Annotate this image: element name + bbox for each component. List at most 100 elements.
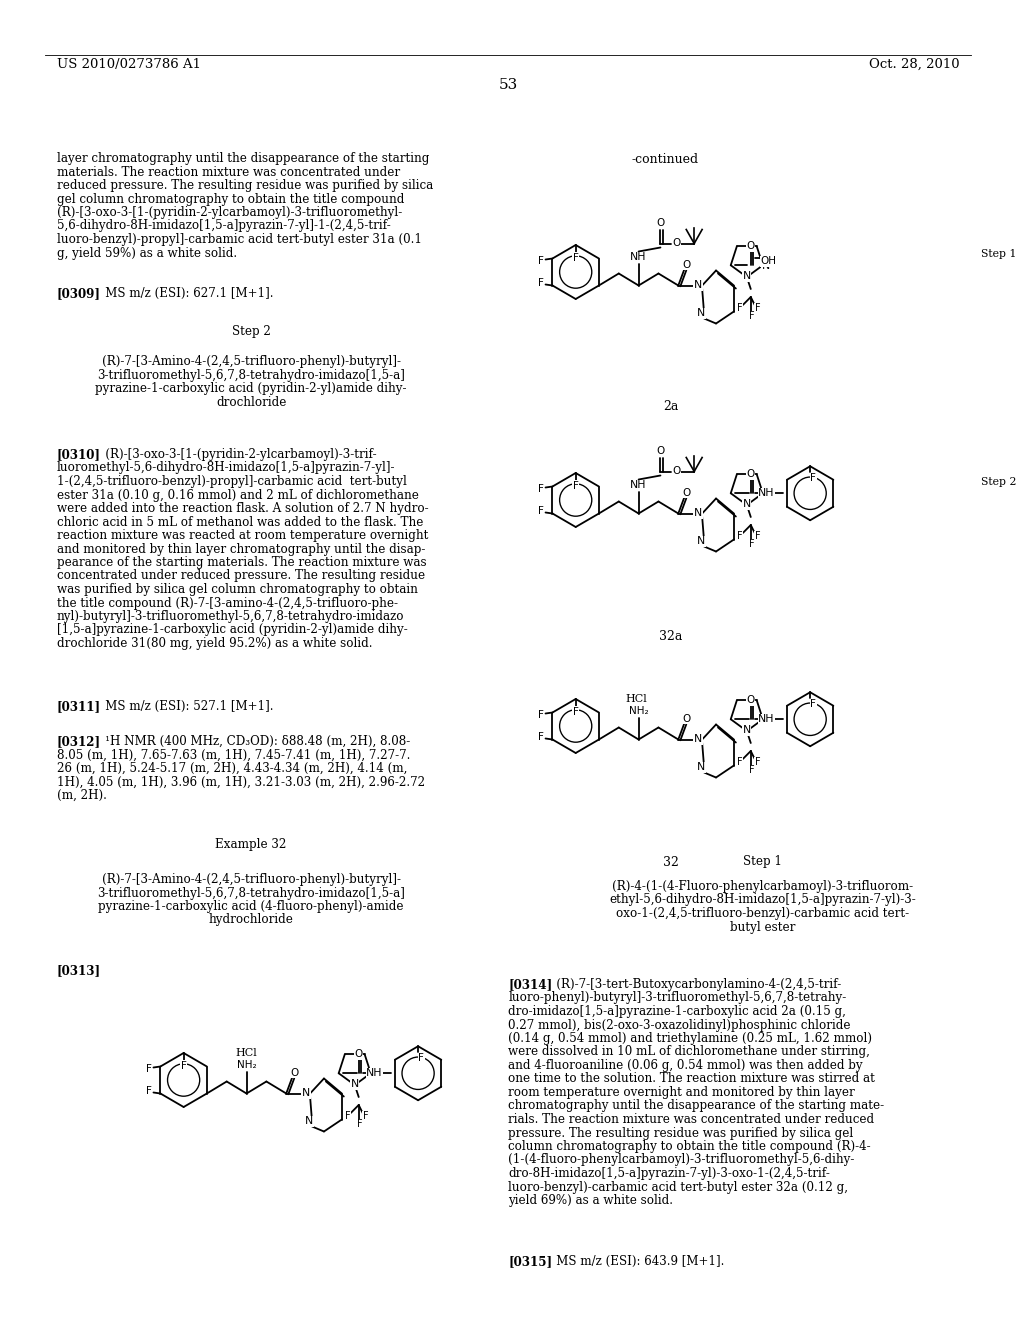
Text: [0309]: [0309] [56, 286, 100, 300]
Text: F: F [538, 483, 544, 494]
Text: N: N [350, 1078, 358, 1089]
Text: F: F [749, 312, 755, 321]
Text: F: F [749, 539, 755, 549]
Text: dro-imidazo[1,5-a]pyrazine-1-carboxylic acid 2a (0.15 g,: dro-imidazo[1,5-a]pyrazine-1-carboxylic … [508, 1005, 846, 1018]
Text: F: F [755, 531, 761, 541]
Text: 8.05 (m, 1H), 7.65-7.63 (m, 1H), 7.45-7.41 (m, 1H), 7.27-7.: 8.05 (m, 1H), 7.65-7.63 (m, 1H), 7.45-7.… [56, 748, 410, 762]
Text: the title compound (R)-7-[3-amino-4-(2,4,5-trifluoro-phe-: the title compound (R)-7-[3-amino-4-(2,4… [56, 597, 397, 610]
Text: (R)-7-[3-Amino-4-(2,4,5-trifluoro-phenyl)-butyryl]-: (R)-7-[3-Amino-4-(2,4,5-trifluoro-phenyl… [101, 355, 400, 368]
Text: 2a: 2a [664, 400, 679, 413]
Text: 1H), 4.05 (m, 1H), 3.96 (m, 1H), 3.21-3.03 (m, 2H), 2.96-2.72: 1H), 4.05 (m, 1H), 3.96 (m, 1H), 3.21-3.… [56, 776, 425, 788]
Text: F: F [572, 480, 579, 491]
Text: O: O [682, 487, 690, 498]
Text: NH: NH [367, 1068, 383, 1078]
Text: (R)-[3-oxo-3-[1-(pyridin-2-ylcarbamoyl)-3-trifluoromethyl-: (R)-[3-oxo-3-[1-(pyridin-2-ylcarbamoyl)-… [56, 206, 401, 219]
Text: drochloride: drochloride [216, 396, 287, 408]
Text: was purified by silica gel column chromatography to obtain: was purified by silica gel column chroma… [56, 583, 418, 597]
Text: MS m/z (ESI): 527.1 [M+1].: MS m/z (ESI): 527.1 [M+1]. [93, 700, 273, 713]
Text: [0312]: [0312] [56, 735, 100, 748]
Text: 53: 53 [499, 78, 518, 92]
Text: [0310]: [0310] [56, 447, 100, 461]
Text: O: O [354, 1049, 362, 1059]
Text: nyl)-butyryl]-3-trifluoromethyl-5,6,7,8-tetrahydro-imidazo: nyl)-butyryl]-3-trifluoromethyl-5,6,7,8-… [56, 610, 404, 623]
Text: F: F [572, 708, 579, 717]
Text: oxo-1-(2,4,5-trifluoro-benzyl)-carbamic acid tert-: oxo-1-(2,4,5-trifluoro-benzyl)-carbamic … [615, 907, 909, 920]
Text: luoro-phenyl)-butyryl]-3-trifluoromethyl-5,6,7,8-tetrahy-: luoro-phenyl)-butyryl]-3-trifluoromethyl… [508, 991, 847, 1005]
Text: g, yield 59%) as a white solid.: g, yield 59%) as a white solid. [56, 247, 237, 260]
Text: F: F [538, 507, 544, 516]
Text: N: N [694, 734, 702, 744]
Text: O: O [682, 714, 690, 723]
Text: NH: NH [758, 488, 775, 498]
Text: [0314]: [0314] [508, 978, 553, 991]
Text: N: N [697, 536, 706, 546]
Text: F: F [572, 253, 579, 263]
Text: O: O [746, 696, 755, 705]
Text: ester 31a (0.10 g, 0.16 mmol) and 2 mL of dichloromethane: ester 31a (0.10 g, 0.16 mmol) and 2 mL o… [56, 488, 419, 502]
Text: F: F [538, 710, 544, 719]
Text: N: N [742, 725, 751, 735]
Text: and monitored by thin layer chromatography until the disap-: and monitored by thin layer chromatograp… [56, 543, 425, 556]
Text: N: N [697, 309, 706, 318]
Text: pyrazine-1-carboxylic acid (pyridin-2-yl)amide dihy-: pyrazine-1-carboxylic acid (pyridin-2-yl… [95, 381, 407, 395]
Text: drochloride 31(80 mg, yield 95.2%) as a white solid.: drochloride 31(80 mg, yield 95.2%) as a … [56, 638, 372, 649]
Text: column chromatography to obtain the title compound (R)-4-: column chromatography to obtain the titl… [508, 1140, 870, 1152]
Text: (R)-7-[3-tert-Butoxycarbonylamino-4-(2,4,5-trif-: (R)-7-[3-tert-Butoxycarbonylamino-4-(2,4… [545, 978, 842, 991]
Text: F: F [737, 756, 742, 767]
Text: 32: 32 [664, 855, 679, 869]
Text: N: N [742, 271, 751, 281]
Text: pressure. The resulting residue was purified by silica gel: pressure. The resulting residue was puri… [508, 1126, 853, 1139]
Text: F: F [810, 474, 816, 483]
Text: Step 2: Step 2 [231, 325, 270, 338]
Text: luoromethyl-5,6-dihydro-8H-imidazo[1,5-a]pyrazin-7-yl]-: luoromethyl-5,6-dihydro-8H-imidazo[1,5-a… [56, 462, 395, 474]
Text: concentrated under reduced pressure. The resulting residue: concentrated under reduced pressure. The… [56, 569, 425, 582]
Text: F: F [538, 256, 544, 265]
Text: were added into the reaction flask. A solution of 2.7 N hydro-: were added into the reaction flask. A so… [56, 502, 428, 515]
Text: [0311]: [0311] [56, 700, 100, 713]
Text: layer chromatography until the disappearance of the starting: layer chromatography until the disappear… [56, 152, 429, 165]
Text: butyl ester: butyl ester [730, 920, 795, 933]
Text: F: F [538, 733, 544, 742]
Text: hydrochloride: hydrochloride [209, 913, 294, 927]
Text: F: F [538, 279, 544, 289]
Text: pyrazine-1-carboxylic acid (4-fluoro-phenyl)-amide: pyrazine-1-carboxylic acid (4-fluoro-phe… [98, 900, 403, 913]
Text: (m, 2H).: (m, 2H). [56, 789, 106, 803]
Text: NH: NH [758, 714, 775, 725]
Text: Step 1: Step 1 [981, 249, 1016, 259]
Text: N: N [762, 715, 770, 725]
Text: [1,5-a]pyrazine-1-carboxylic acid (pyridin-2-yl)amide dihy-: [1,5-a]pyrazine-1-carboxylic acid (pyrid… [56, 623, 408, 636]
Text: O: O [746, 242, 755, 251]
Text: F: F [180, 1061, 186, 1071]
Text: ethyl-5,6-dihydro-8H-imidazo[1,5-a]pyrazin-7-yl)-3-: ethyl-5,6-dihydro-8H-imidazo[1,5-a]pyraz… [609, 894, 915, 907]
Text: N: N [302, 1089, 310, 1098]
Text: O: O [746, 469, 755, 479]
Text: and 4-fluoroaniline (0.06 g, 0.54 mmol) was then added by: and 4-fluoroaniline (0.06 g, 0.54 mmol) … [508, 1059, 863, 1072]
Text: N: N [694, 281, 702, 290]
Text: N: N [762, 490, 770, 499]
Text: one time to the solution. The reaction mixture was stirred at: one time to the solution. The reaction m… [508, 1072, 876, 1085]
Text: -continued: -continued [632, 153, 698, 166]
Text: 3-trifluoromethyl-5,6,7,8-tetrahydro-imidazo[1,5-a]: 3-trifluoromethyl-5,6,7,8-tetrahydro-imi… [97, 368, 406, 381]
Text: O: O [656, 219, 665, 228]
Text: F: F [755, 756, 761, 767]
Text: pearance of the starting materials. The reaction mixture was: pearance of the starting materials. The … [56, 556, 426, 569]
Text: N: N [305, 1117, 313, 1126]
Text: F: F [737, 531, 742, 541]
Text: yield 69%) as a white solid.: yield 69%) as a white solid. [508, 1195, 673, 1206]
Text: F: F [737, 304, 742, 313]
Text: 1-(2,4,5-trifluoro-benzyl)-propyl]-carbamic acid  tert-butyl: 1-(2,4,5-trifluoro-benzyl)-propyl]-carba… [56, 475, 407, 488]
Text: F: F [145, 1086, 152, 1097]
Text: Step 2: Step 2 [981, 477, 1016, 487]
Text: Oct. 28, 2010: Oct. 28, 2010 [869, 58, 959, 71]
Text: (R)-7-[3-Amino-4-(2,4,5-trifluoro-phenyl)-butyryl]-: (R)-7-[3-Amino-4-(2,4,5-trifluoro-phenyl… [101, 873, 400, 886]
Text: dro-8H-imidazo[1,5-a]pyrazin-7-yl)-3-oxo-1-(2,4,5-trif-: dro-8H-imidazo[1,5-a]pyrazin-7-yl)-3-oxo… [508, 1167, 830, 1180]
Text: luoro-benzyl)-carbamic acid tert-butyl ester 32a (0.12 g,: luoro-benzyl)-carbamic acid tert-butyl e… [508, 1180, 848, 1193]
Text: NH: NH [631, 480, 647, 491]
Text: OH: OH [761, 256, 776, 267]
Text: [0315]: [0315] [508, 1255, 552, 1269]
Text: F: F [357, 1119, 362, 1129]
Text: F: F [755, 304, 761, 313]
Text: F: F [810, 700, 816, 709]
Text: 32a: 32a [659, 630, 683, 643]
Text: NH: NH [631, 252, 647, 263]
